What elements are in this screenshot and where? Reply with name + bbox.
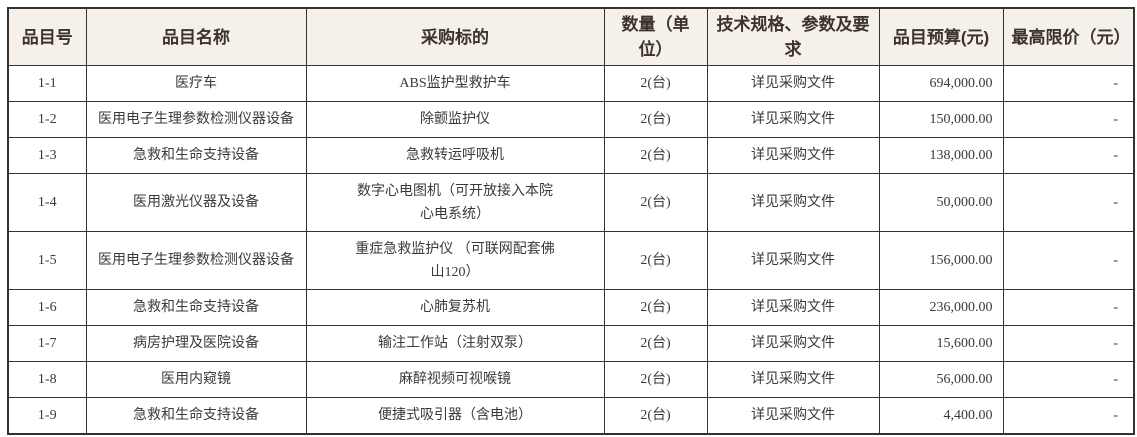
column-header-procurement-target: 采购标的 — [305, 7, 605, 66]
cell-item-no: 1-7 — [7, 325, 87, 362]
cell-quantity: 2(台) — [603, 173, 708, 232]
cell-procurement-target: 心肺复苏机 — [305, 289, 605, 326]
cell-item-no: 1-6 — [7, 289, 87, 326]
cell-budget: 50,000.00 — [878, 173, 1004, 232]
cell-tech-spec: 详见采购文件 — [706, 137, 880, 174]
cell-item-no: 1-9 — [7, 397, 87, 435]
cell-item-name: 医用内窥镜 — [85, 361, 307, 398]
column-header-max-price: 最高限价（元） — [1002, 7, 1135, 66]
cell-procurement-target: 数字心电图机（可开放接入本院心电系统） — [305, 173, 605, 232]
target-text: 便捷式吸引器（含电池） — [378, 408, 532, 424]
cell-item-name: 医用激光仪器及设备 — [85, 173, 307, 232]
column-header-item-no: 品目号 — [7, 7, 87, 66]
cell-tech-spec: 详见采购文件 — [706, 101, 880, 138]
cell-item-name: 急救和生命支持设备 — [85, 397, 307, 435]
cell-max-price: - — [1002, 361, 1135, 398]
cell-budget: 4,400.00 — [878, 397, 1004, 435]
cell-max-price: - — [1002, 173, 1135, 232]
cell-item-name: 急救和生命支持设备 — [85, 137, 307, 174]
target-text: 麻醉视频可视喉镜 — [399, 372, 511, 388]
column-header-item-budget: 品目预算(元) — [878, 7, 1004, 66]
cell-max-price: - — [1002, 325, 1135, 362]
cell-item-name: 医用电子生理参数检测仪器设备 — [85, 231, 307, 290]
target-text: 重症急救监护仪 （可联网配套佛山120） — [355, 241, 555, 280]
target-text: 输注工作站（注射双泵） — [378, 336, 532, 352]
cell-quantity: 2(台) — [603, 289, 708, 326]
cell-budget: 236,000.00 — [878, 289, 1004, 326]
cell-budget: 156,000.00 — [878, 231, 1004, 290]
target-text: ABS监护型救护车 — [399, 76, 511, 92]
cell-tech-spec: 详见采购文件 — [706, 173, 880, 232]
table-body: 1-1 医疗车 ABS监护型救护车 2(台) 详见采购文件 694,000.00… — [7, 65, 1135, 435]
cell-item-no: 1-1 — [7, 65, 87, 102]
cell-procurement-target: 麻醉视频可视喉镜 — [305, 361, 605, 398]
cell-quantity: 2(台) — [603, 231, 708, 290]
cell-item-name: 急救和生命支持设备 — [85, 289, 307, 326]
cell-max-price: - — [1002, 231, 1135, 290]
cell-item-no: 1-5 — [7, 231, 87, 290]
cell-procurement-target: 便捷式吸引器（含电池） — [305, 397, 605, 435]
cell-procurement-target: ABS监护型救护车 — [305, 65, 605, 102]
cell-procurement-target: 重症急救监护仪 （可联网配套佛山120） — [305, 231, 605, 290]
table-row: 1-7 病房护理及医院设备 输注工作站（注射双泵） 2(台) 详见采购文件 15… — [7, 325, 1135, 362]
procurement-table: 品目号 品目名称 采购标的 数量（单位） 技术规格、参数及要求 品目预算(元) … — [7, 7, 1135, 435]
table-row: 1-5 医用电子生理参数检测仪器设备 重症急救监护仪 （可联网配套佛山120） … — [7, 231, 1135, 290]
column-header-tech-specs: 技术规格、参数及要求 — [706, 7, 880, 66]
column-header-quantity-unit: 数量（单位） — [603, 7, 708, 66]
table-row: 1-3 急救和生命支持设备 急救转运呼吸机 2(台) 详见采购文件 138,00… — [7, 137, 1135, 174]
cell-tech-spec: 详见采购文件 — [706, 231, 880, 290]
cell-item-no: 1-3 — [7, 137, 87, 174]
cell-item-no: 1-4 — [7, 173, 87, 232]
target-text: 急救转运呼吸机 — [406, 148, 504, 164]
table-header-row: 品目号 品目名称 采购标的 数量（单位） 技术规格、参数及要求 品目预算(元) … — [7, 7, 1135, 66]
cell-quantity: 2(台) — [603, 325, 708, 362]
cell-quantity: 2(台) — [603, 101, 708, 138]
cell-max-price: - — [1002, 65, 1135, 102]
cell-item-no: 1-2 — [7, 101, 87, 138]
cell-quantity: 2(台) — [603, 137, 708, 174]
cell-tech-spec: 详见采购文件 — [706, 397, 880, 435]
cell-max-price: - — [1002, 397, 1135, 435]
cell-procurement-target: 输注工作站（注射双泵） — [305, 325, 605, 362]
target-text: 除颤监护仪 — [420, 112, 490, 128]
cell-tech-spec: 详见采购文件 — [706, 325, 880, 362]
cell-budget: 150,000.00 — [878, 101, 1004, 138]
target-text: 心肺复苏机 — [420, 300, 490, 316]
cell-max-price: - — [1002, 101, 1135, 138]
table-row: 1-4 医用激光仪器及设备 数字心电图机（可开放接入本院心电系统） 2(台) 详… — [7, 173, 1135, 232]
cell-budget: 138,000.00 — [878, 137, 1004, 174]
cell-tech-spec: 详见采购文件 — [706, 361, 880, 398]
cell-max-price: - — [1002, 289, 1135, 326]
cell-item-name: 医用电子生理参数检测仪器设备 — [85, 101, 307, 138]
cell-budget: 15,600.00 — [878, 325, 1004, 362]
cell-item-no: 1-8 — [7, 361, 87, 398]
cell-item-name: 医疗车 — [85, 65, 307, 102]
column-header-item-name: 品目名称 — [85, 7, 307, 66]
table-row: 1-8 医用内窥镜 麻醉视频可视喉镜 2(台) 详见采购文件 56,000.00… — [7, 361, 1135, 398]
cell-tech-spec: 详见采购文件 — [706, 289, 880, 326]
table-row: 1-6 急救和生命支持设备 心肺复苏机 2(台) 详见采购文件 236,000.… — [7, 289, 1135, 326]
cell-tech-spec: 详见采购文件 — [706, 65, 880, 102]
target-text: 数字心电图机（可开放接入本院心电系统） — [357, 183, 553, 222]
cell-budget: 694,000.00 — [878, 65, 1004, 102]
table-row: 1-2 医用电子生理参数检测仪器设备 除颤监护仪 2(台) 详见采购文件 150… — [7, 101, 1135, 138]
cell-procurement-target: 急救转运呼吸机 — [305, 137, 605, 174]
table-row: 1-9 急救和生命支持设备 便捷式吸引器（含电池） 2(台) 详见采购文件 4,… — [7, 397, 1135, 435]
cell-quantity: 2(台) — [603, 397, 708, 435]
cell-max-price: - — [1002, 137, 1135, 174]
cell-quantity: 2(台) — [603, 361, 708, 398]
cell-quantity: 2(台) — [603, 65, 708, 102]
cell-procurement-target: 除颤监护仪 — [305, 101, 605, 138]
table-row: 1-1 医疗车 ABS监护型救护车 2(台) 详见采购文件 694,000.00… — [7, 65, 1135, 102]
cell-budget: 56,000.00 — [878, 361, 1004, 398]
cell-item-name: 病房护理及医院设备 — [85, 325, 307, 362]
